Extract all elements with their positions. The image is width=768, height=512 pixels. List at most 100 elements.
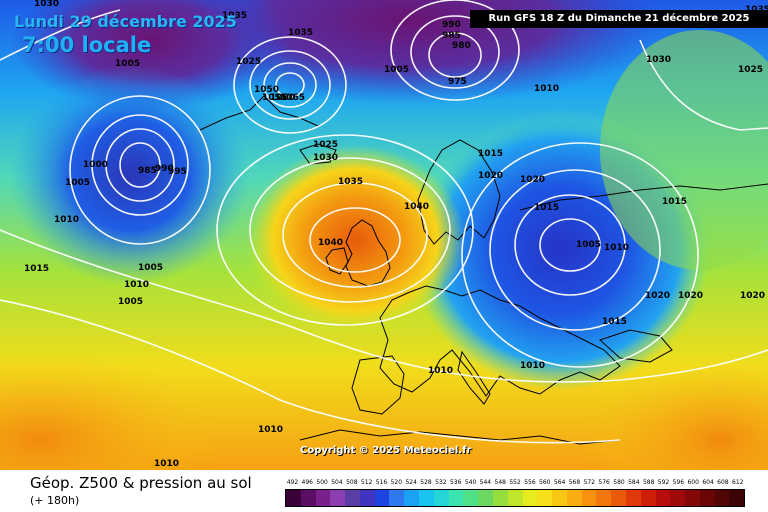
scale-tick-label: 524 [405, 479, 417, 486]
scale-tick-label: 580 [613, 479, 625, 486]
scale-tick-label: 536 [449, 479, 462, 486]
scale-swatch [714, 490, 730, 506]
scale-tick-label: 572 [583, 479, 596, 486]
scale-tick-label: 588 [642, 479, 655, 486]
scale-tick-label: 528 [420, 479, 432, 486]
isobar-label: 1025 [236, 57, 261, 67]
isobar-label: 1005 [115, 59, 140, 69]
isobar-label: 990 [155, 164, 174, 174]
scale-tick-label: 604 [702, 479, 714, 486]
scale-tick-label: 516 [375, 479, 388, 486]
scale-swatch [640, 490, 656, 506]
coast-blacksea [599, 329, 673, 363]
scale-swatch [581, 490, 597, 506]
isobar-label: 1005 [384, 65, 409, 75]
scale-swatch [478, 490, 493, 506]
scale-tick-label: 512 [360, 479, 373, 486]
product-title: Géop. Z500 & pression au sol [30, 474, 252, 492]
scale-tick-label: 576 [598, 479, 610, 486]
scale-swatch [552, 490, 567, 506]
isobar-label: 1005 [65, 178, 90, 188]
scale-tick-label: 548 [494, 479, 506, 486]
scale-swatch [419, 490, 434, 506]
isobar-label: 1035 [222, 11, 247, 21]
coast-mainland [379, 285, 621, 397]
scale-swatch [300, 490, 316, 506]
weather-map: 1030 1035 1035 1005 1025 1005 990 985 98… [0, 0, 768, 470]
scale-tick-label: 568 [568, 479, 581, 486]
scale-tick-label: 556 [524, 479, 536, 486]
copyright-notice: Copyright © 2025 Meteociel.fr [300, 445, 472, 456]
scale-swatch [685, 490, 700, 506]
scale-swatch [670, 490, 686, 506]
color-scale: 492 496 500 504 508 512 516 520 524 528 532 536 540 5… [285, 479, 745, 507]
isobar-labels: 1030 1035 1035 1005 1025 1005 990 985 98… [24, 0, 768, 469]
isobar-label: 985 [442, 31, 461, 41]
valid-time: 7:00 locale [22, 33, 152, 57]
lead-time: (+ 180h) [30, 494, 80, 507]
scale-tick-label: 608 [717, 479, 729, 486]
isobar-label: 1065 [280, 93, 305, 103]
scale-swatch [655, 490, 671, 506]
scale-tick-label: 612 [732, 479, 744, 486]
scale-swatch [463, 490, 479, 506]
scale-tick-label: 584 [628, 479, 640, 486]
coast-iceland [299, 143, 337, 165]
coast-iberia [351, 355, 405, 415]
isobar-label: 1005 [576, 240, 601, 250]
isobar-label: 1020 [678, 291, 703, 301]
scale-swatch [374, 490, 390, 506]
scale-swatch [507, 490, 523, 506]
scale-tick-label: 592 [657, 479, 670, 486]
isobar-label: 1010 [520, 361, 545, 371]
scale-swatch [566, 490, 582, 506]
coast-ireland [325, 247, 349, 275]
isobar-label: 1010 [124, 280, 149, 290]
scale-tick-label: 544 [479, 479, 492, 486]
isobar-label: 1055 [262, 93, 287, 103]
isobar-label: 1020 [740, 291, 765, 301]
scale-tick-label: 496 [301, 479, 313, 486]
scale-tick-label: 600 [687, 479, 699, 486]
scale-tick-label: 532 [435, 479, 447, 486]
isobar-label: 1035 [288, 28, 313, 38]
scale-swatch [433, 490, 449, 506]
scale-swatch [448, 490, 464, 506]
coast-italy [457, 350, 491, 405]
scale-swatch [729, 490, 745, 506]
model-run-label: Run GFS 18 Z du Dimanche 21 décembre 202… [470, 10, 768, 28]
isobar-label: 980 [452, 41, 471, 51]
isobars [0, 0, 768, 443]
isobar-label: 1040 [404, 202, 429, 212]
scale-swatch [404, 490, 420, 506]
isobar-label: 1050 [254, 85, 279, 95]
isobar-label: 1010 [428, 366, 453, 376]
isobar-label: 1015 [478, 149, 503, 159]
scale-tick-label: 520 [390, 479, 403, 486]
scale-swatch [699, 490, 715, 506]
isobar-label: 1025 [738, 65, 763, 75]
isobar-label: 1020 [478, 171, 503, 181]
scale-tick-label: 504 [331, 479, 343, 486]
scale-swatch [315, 490, 331, 506]
isobar-label: 1005 [138, 263, 163, 273]
legend-footer: Géop. Z500 & pression au sol (+ 180h) 49… [0, 470, 768, 512]
isobar-label: 1030 [34, 0, 59, 9]
isobar-label: 1010 [604, 243, 629, 253]
isobar-label: 975 [448, 77, 467, 87]
isobar-label: 1060 [270, 93, 295, 103]
scale-tick-label: 492 [286, 479, 299, 486]
scale-tick-label: 564 [553, 479, 566, 486]
scale-swatch [611, 490, 626, 506]
scale-swatch [625, 490, 641, 506]
isobar-label: 1000 [83, 160, 108, 170]
scale-swatch [345, 490, 360, 506]
isobar-label: 1040 [318, 238, 343, 248]
scale-swatch [596, 490, 612, 506]
scale-swatch [389, 490, 405, 506]
isobar-label: 1020 [645, 291, 670, 301]
isobar-label: 1005 [118, 297, 143, 307]
isobar-label: 1015 [534, 203, 559, 213]
scale-tick-label: 500 [316, 479, 328, 486]
